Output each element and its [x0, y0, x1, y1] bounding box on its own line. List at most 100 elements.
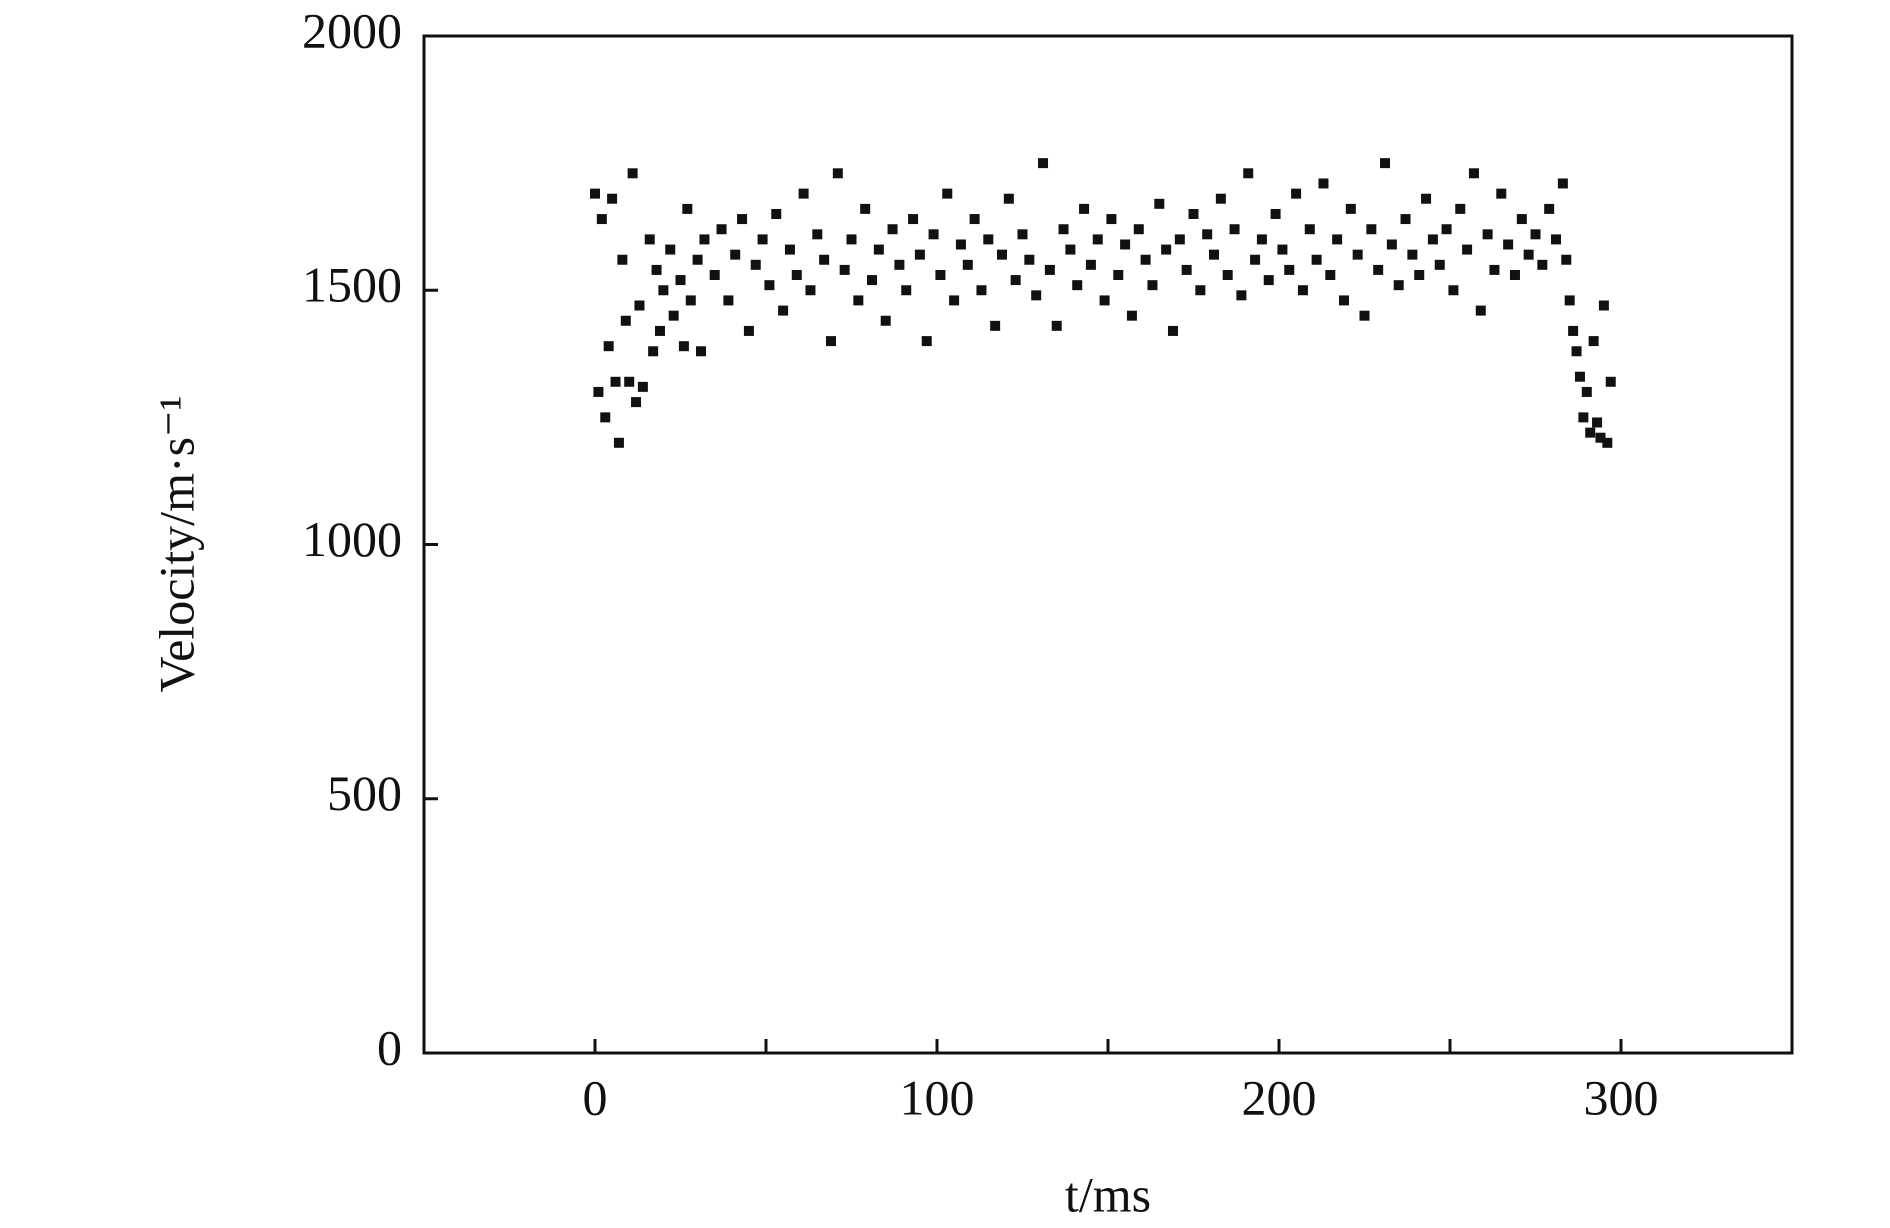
point [1161, 244, 1172, 255]
point [1079, 203, 1090, 214]
point [1154, 198, 1165, 209]
point [819, 254, 830, 265]
point [1044, 264, 1055, 275]
point [996, 249, 1007, 260]
point [668, 310, 679, 321]
point [1113, 269, 1124, 280]
point [1503, 239, 1514, 250]
point [1373, 264, 1384, 275]
point [617, 254, 628, 265]
x-tick-label: 100 [900, 1069, 975, 1125]
point [1311, 254, 1322, 265]
point [737, 214, 748, 225]
point [1530, 229, 1541, 240]
point [1051, 320, 1062, 331]
point [880, 315, 891, 326]
point [1592, 417, 1603, 428]
point [1291, 188, 1302, 199]
point [969, 214, 980, 225]
point [1338, 295, 1349, 306]
point [1523, 249, 1534, 260]
point [1602, 437, 1613, 448]
point [812, 229, 823, 240]
point [696, 346, 707, 357]
point [1209, 249, 1220, 260]
y-tick-label: 500 [327, 765, 402, 821]
point [1195, 285, 1206, 296]
point [1085, 259, 1096, 270]
point [942, 188, 953, 199]
point [1468, 168, 1479, 179]
point [1386, 239, 1397, 250]
point [624, 376, 635, 387]
point [1126, 310, 1137, 321]
point [699, 234, 710, 245]
point [1568, 325, 1579, 336]
point [1297, 285, 1308, 296]
point [983, 234, 994, 245]
point [914, 249, 925, 260]
point [682, 203, 693, 214]
point [1588, 336, 1599, 347]
point [1441, 224, 1452, 235]
point [1380, 158, 1391, 169]
point [846, 234, 857, 245]
point [1065, 244, 1076, 255]
point [860, 203, 871, 214]
point [634, 300, 645, 311]
y-tick-label: 0 [377, 1019, 402, 1075]
point [692, 254, 703, 265]
point [873, 244, 884, 255]
point [1284, 264, 1295, 275]
point [678, 341, 689, 352]
point [1010, 275, 1021, 286]
point [764, 280, 775, 291]
point [1263, 275, 1274, 286]
point [949, 295, 960, 306]
point [1581, 386, 1592, 397]
point [723, 295, 734, 306]
point [1174, 234, 1185, 245]
point [1544, 203, 1555, 214]
point [908, 214, 919, 225]
point [1147, 280, 1158, 291]
point [1496, 188, 1507, 199]
point [990, 320, 1001, 331]
point [757, 234, 768, 245]
point [1120, 239, 1131, 250]
point [1393, 280, 1404, 291]
point [1571, 346, 1582, 357]
point [593, 386, 604, 397]
y-axis-label: Velocity/m·s⁻¹ [148, 396, 204, 693]
x-tick-label: 200 [1242, 1069, 1317, 1125]
point [1202, 229, 1213, 240]
point [976, 285, 987, 296]
point [596, 214, 607, 225]
point [1072, 280, 1083, 291]
point [607, 193, 618, 204]
point [1256, 234, 1267, 245]
point [675, 275, 686, 286]
point [771, 208, 782, 219]
point [1427, 234, 1438, 245]
x-axis-label: t/ms [1065, 1166, 1151, 1222]
point [1167, 325, 1178, 336]
point [1325, 269, 1336, 280]
point [839, 264, 850, 275]
point [620, 315, 631, 326]
point [603, 341, 614, 352]
point [1038, 158, 1049, 169]
x-tick-label: 0 [583, 1069, 608, 1125]
point [1537, 259, 1548, 270]
point [610, 376, 621, 387]
point [1024, 254, 1035, 265]
point [778, 305, 789, 316]
point [1352, 249, 1363, 260]
point [665, 244, 676, 255]
point [730, 249, 741, 260]
point [1181, 264, 1192, 275]
point [743, 325, 754, 336]
point [791, 269, 802, 280]
point [1448, 285, 1459, 296]
